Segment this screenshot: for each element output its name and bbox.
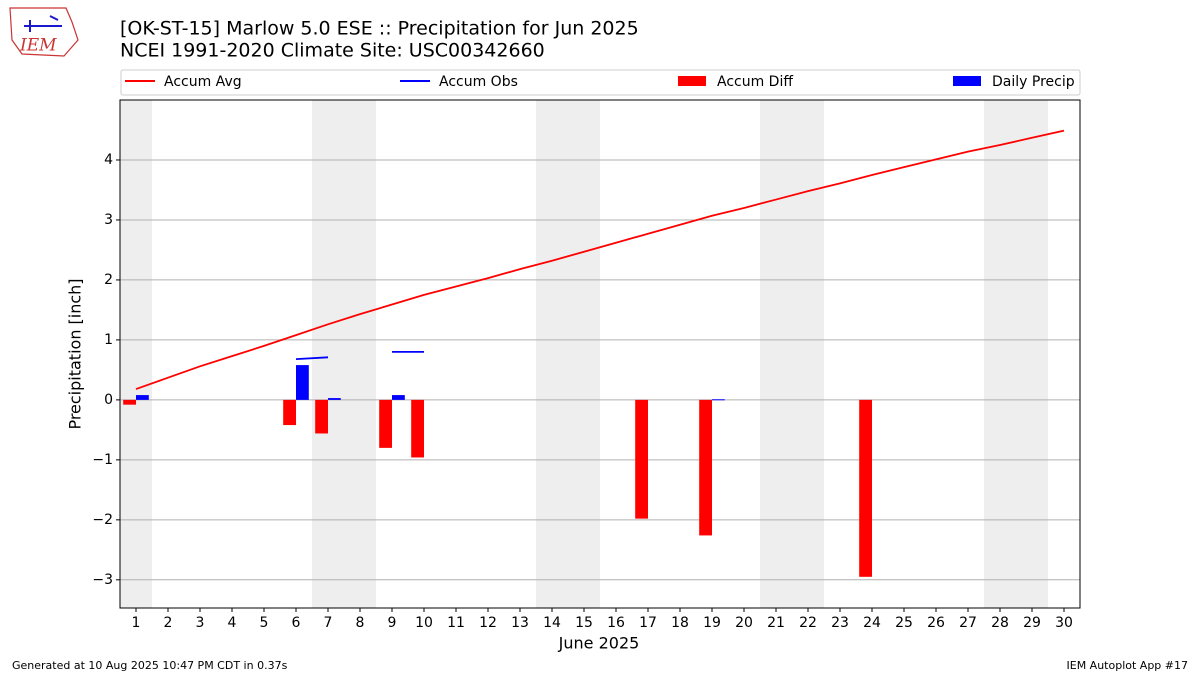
- bar: [392, 395, 405, 400]
- weekend-band: [536, 100, 568, 608]
- chart-subtitle: NCEI 1991-2020 Climate Site: USC00342660: [120, 40, 545, 62]
- x-tick-label: 27: [959, 615, 977, 631]
- chart-title: [OK-ST-15] Marlow 5.0 ESE :: Precipitati…: [120, 18, 639, 40]
- legend-label: Accum Obs: [439, 74, 518, 90]
- y-tick-label: −1: [92, 452, 113, 468]
- y-tick-label: 4: [104, 152, 113, 168]
- x-tick-label: 1: [132, 615, 141, 631]
- plot-frame: [119, 99, 1081, 609]
- x-tick-label: 2: [164, 615, 173, 631]
- logo-icon: [24, 15, 62, 32]
- weekend-band: [568, 100, 600, 608]
- y-tick-label: 0: [104, 392, 113, 408]
- x-tick-label: 11: [447, 615, 465, 631]
- bar: [296, 365, 309, 400]
- x-tick-label: 28: [991, 615, 1009, 631]
- x-tick-label: 17: [639, 615, 657, 631]
- bar: [411, 399, 424, 458]
- x-tick-label: 3: [196, 615, 205, 631]
- x-tick-label: 14: [543, 615, 561, 631]
- weekend-band: [312, 100, 344, 608]
- y-tick-label: 2: [104, 272, 113, 288]
- weekend-band: [792, 100, 824, 608]
- bar: [315, 399, 328, 434]
- bar: [283, 399, 296, 426]
- x-tick-label: 7: [324, 615, 333, 631]
- weekend-band: [760, 100, 792, 608]
- x-tick-label: 22: [799, 615, 817, 631]
- bar: [136, 395, 149, 400]
- x-tick-label: 26: [927, 615, 945, 631]
- bar: [379, 399, 392, 448]
- x-tick-label: 12: [479, 615, 497, 631]
- legend-swatch: [953, 76, 981, 86]
- x-tick-label: 18: [671, 615, 689, 631]
- x-tick-label: 15: [575, 615, 593, 631]
- x-tick-label: 29: [1023, 615, 1041, 631]
- x-tick-label: 21: [767, 615, 785, 631]
- x-tick-label: 9: [388, 615, 397, 631]
- weekend-band: [120, 100, 152, 608]
- logo: IEM: [9, 7, 79, 57]
- bar: [712, 399, 725, 401]
- x-tick-label: 25: [895, 615, 913, 631]
- y-tick-label: 3: [104, 212, 113, 228]
- y-axis-label: Precipitation [inch]: [66, 278, 85, 429]
- legend-label: Accum Diff: [717, 74, 793, 90]
- x-tick-label: 4: [228, 615, 237, 631]
- x-tick-label: 6: [292, 615, 301, 631]
- line: [135, 129, 1065, 390]
- x-tick-label: 10: [415, 615, 433, 631]
- weekend-band: [1016, 100, 1048, 608]
- y-tick-label: −2: [92, 512, 113, 528]
- logo-outline: [9, 7, 79, 57]
- legend-swatch: [678, 76, 706, 86]
- y-tick-label: 1: [104, 332, 113, 348]
- legend-label: Daily Precip: [992, 74, 1075, 90]
- legend-label: Accum Avg: [164, 74, 242, 90]
- bar: [699, 399, 712, 536]
- footer-left: Generated at 10 Aug 2025 10:47 PM CDT in…: [12, 659, 288, 672]
- x-tick-label: 20: [735, 615, 753, 631]
- x-tick-label: 30: [1055, 615, 1073, 631]
- bar: [859, 399, 872, 577]
- x-tick-label: 24: [863, 615, 881, 631]
- weekend-band: [344, 100, 376, 608]
- x-tick-label: 16: [607, 615, 625, 631]
- bar: [328, 398, 341, 400]
- x-tick-label: 13: [511, 615, 529, 631]
- x-tick-label: 23: [831, 615, 849, 631]
- x-tick-label: 5: [260, 615, 269, 631]
- footer-right: IEM Autoplot App #17: [1067, 659, 1189, 672]
- weekend-band: [984, 100, 1016, 608]
- y-tick-label: −3: [92, 572, 113, 588]
- logo-text: IEM: [19, 36, 57, 56]
- legend-box: [120, 69, 1081, 96]
- line: [295, 351, 424, 360]
- x-axis-label: June 2025: [558, 634, 640, 653]
- bar: [635, 399, 648, 519]
- x-tick-label: 8: [356, 615, 365, 631]
- bar: [123, 399, 136, 405]
- x-tick-label: 19: [703, 615, 721, 631]
